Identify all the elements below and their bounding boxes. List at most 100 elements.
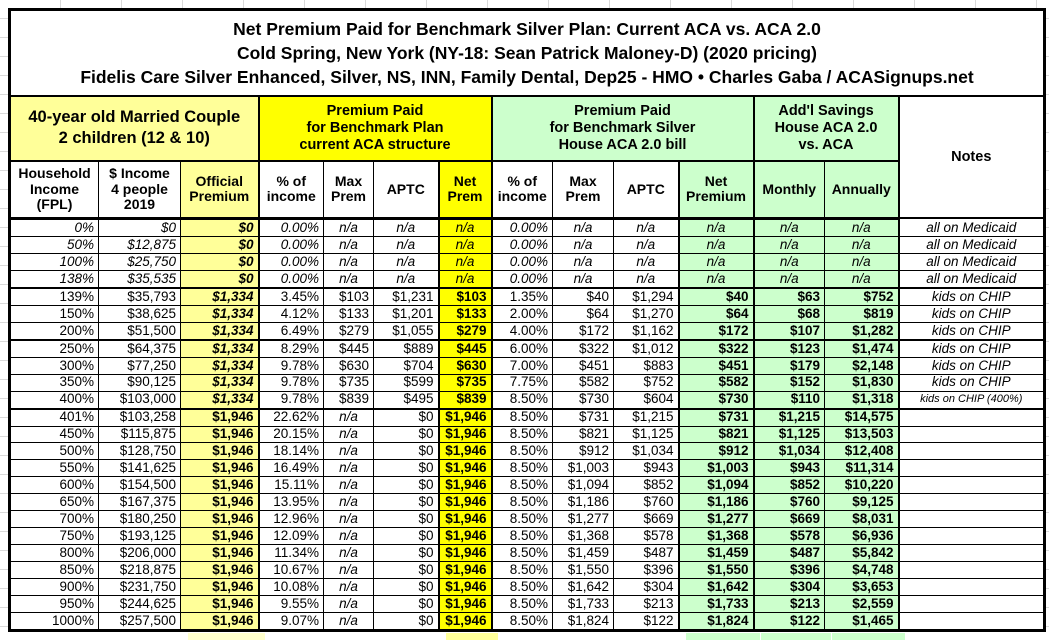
note-cell[interactable]: kids on CHIP	[897, 373, 1046, 392]
savings-annually-cell[interactable]: $10,220	[824, 476, 899, 495]
column-header-monthly[interactable]: Monthly	[752, 160, 825, 220]
aca-net-prem-cell[interactable]: $1,946	[437, 493, 493, 512]
savings-annually-cell[interactable]: n/a	[824, 252, 899, 271]
income-cell[interactable]: $244,625	[98, 594, 181, 613]
savings-annually-cell[interactable]: $1,474	[824, 338, 899, 358]
savings-annually-cell[interactable]: $12,408	[824, 442, 899, 461]
aca2-pct-income-cell[interactable]: 8.50%	[490, 459, 553, 478]
aca2-net-premium-cell[interactable]: $731	[677, 407, 755, 427]
aca2-pct-income-cell[interactable]: 8.50%	[490, 611, 553, 633]
aca2-aptc-cell[interactable]: $396	[613, 561, 679, 579]
aca-net-prem-cell[interactable]: $1,946	[437, 577, 493, 596]
aca2-aptc-cell[interactable]: $213	[613, 594, 679, 613]
aca-aptc-cell[interactable]: $0	[373, 544, 439, 563]
aca2-pct-income-cell[interactable]: 8.50%	[490, 442, 553, 461]
aca2-pct-income-cell[interactable]: 7.00%	[490, 356, 553, 375]
aca2-aptc-cell[interactable]: $578	[613, 527, 679, 546]
aca2-net-premium-cell[interactable]: n/a	[677, 269, 755, 289]
aca-aptc-cell[interactable]: $0	[373, 476, 439, 495]
savings-monthly-cell[interactable]: $487	[752, 544, 825, 563]
aca2-aptc-cell[interactable]: $1,012	[613, 338, 679, 358]
aca2-pct-income-cell[interactable]: 7.75%	[490, 373, 553, 392]
income-cell[interactable]: $12,875	[98, 235, 181, 254]
aca-max-prem-cell[interactable]: n/a	[323, 594, 374, 613]
aca-net-prem-cell[interactable]: n/a	[437, 252, 493, 271]
aca-pct-income-cell[interactable]: 9.07%	[257, 611, 324, 633]
column-header-aca2-max-prem[interactable]: Max Prem	[552, 160, 614, 220]
income-cell[interactable]: $64,375	[98, 338, 181, 358]
note-cell[interactable]: kids on CHIP	[897, 321, 1046, 341]
savings-annually-cell[interactable]: $752	[824, 286, 899, 306]
aca-max-prem-cell[interactable]: n/a	[323, 561, 374, 579]
aca2-pct-income-cell[interactable]: 4.00%	[490, 321, 553, 341]
aca2-max-prem-cell[interactable]: $730	[552, 390, 614, 410]
note-cell[interactable]	[897, 577, 1046, 596]
aca-max-prem-cell[interactable]: n/a	[323, 527, 374, 546]
aca2-net-premium-cell[interactable]: $1,824	[677, 611, 755, 633]
income-cell[interactable]: $218,875	[98, 561, 181, 579]
official-premium-cell[interactable]: $1,946	[180, 476, 259, 495]
savings-monthly-cell[interactable]: $396	[752, 561, 825, 579]
aca-pct-income-cell[interactable]: 0.00%	[257, 269, 324, 289]
aca-max-prem-cell[interactable]: n/a	[323, 493, 374, 512]
aca-pct-income-cell[interactable]: 0.00%	[257, 235, 324, 254]
income-cell[interactable]: $103,258	[98, 407, 181, 427]
savings-monthly-cell[interactable]: $760	[752, 493, 825, 512]
aca-aptc-cell[interactable]: $704	[373, 356, 439, 375]
savings-monthly-cell[interactable]: $1,034	[752, 442, 825, 461]
fpl-cell[interactable]: 100%	[8, 252, 99, 271]
savings-annually-cell[interactable]: $1,282	[824, 321, 899, 341]
aca2-aptc-cell[interactable]: n/a	[613, 217, 679, 237]
note-cell[interactable]: all on Medicaid	[897, 269, 1046, 289]
aca-aptc-cell[interactable]: $495	[373, 390, 439, 410]
aca2-max-prem-cell[interactable]: n/a	[552, 252, 614, 271]
savings-monthly-cell[interactable]: n/a	[752, 269, 825, 289]
aca-net-prem-cell[interactable]: $1,946	[437, 594, 493, 613]
savings-monthly-cell[interactable]: n/a	[752, 235, 825, 254]
aca2-aptc-cell[interactable]: n/a	[613, 252, 679, 271]
aca2-max-prem-cell[interactable]: $40	[552, 286, 614, 306]
aca2-max-prem-cell[interactable]: $731	[552, 407, 614, 427]
aca-aptc-cell[interactable]: n/a	[373, 217, 439, 237]
aca-net-prem-cell[interactable]: $1,946	[437, 459, 493, 478]
aca2-pct-income-cell[interactable]: 8.50%	[490, 594, 553, 613]
aca-max-prem-cell[interactable]: n/a	[323, 442, 374, 461]
fpl-cell[interactable]: 800%	[8, 544, 99, 563]
official-premium-cell[interactable]: $1,946	[180, 577, 259, 596]
aca-max-prem-cell[interactable]: $133	[323, 304, 374, 323]
note-cell[interactable]	[897, 544, 1046, 563]
aca2-max-prem-cell[interactable]: $172	[552, 321, 614, 341]
income-cell[interactable]: $128,750	[98, 442, 181, 461]
aca-max-prem-cell[interactable]: $445	[323, 338, 374, 358]
fpl-cell[interactable]: 50%	[8, 235, 99, 254]
aca-aptc-cell[interactable]: $1,231	[373, 286, 439, 306]
aca-max-prem-cell[interactable]: n/a	[323, 611, 374, 633]
aca2-aptc-cell[interactable]: $1,270	[613, 304, 679, 323]
aca2-pct-income-cell[interactable]: 6.00%	[490, 338, 553, 358]
aca2-pct-income-cell[interactable]: 8.50%	[490, 425, 553, 444]
aca-pct-income-cell[interactable]: 12.96%	[257, 510, 324, 529]
aca-net-prem-cell[interactable]: $1,946	[437, 476, 493, 495]
fpl-cell[interactable]: 750%	[8, 527, 99, 546]
savings-annually-cell[interactable]: n/a	[824, 269, 899, 289]
aca2-max-prem-cell[interactable]: $1,003	[552, 459, 614, 478]
aca2-max-prem-cell[interactable]: n/a	[552, 235, 614, 254]
official-premium-cell[interactable]: $1,334	[180, 286, 259, 306]
fpl-cell[interactable]: 500%	[8, 442, 99, 461]
income-cell[interactable]: $141,625	[98, 459, 181, 478]
aca2-max-prem-cell[interactable]: $1,550	[552, 561, 614, 579]
aca2-max-prem-cell[interactable]: $1,733	[552, 594, 614, 613]
aca2-aptc-cell[interactable]: $487	[613, 544, 679, 563]
aca-pct-income-cell[interactable]: 0.00%	[257, 217, 324, 237]
aca-pct-income-cell[interactable]: 9.78%	[257, 373, 324, 392]
income-cell[interactable]: $206,000	[98, 544, 181, 563]
savings-annually-cell[interactable]: $4,748	[824, 561, 899, 579]
aca-aptc-cell[interactable]: n/a	[373, 235, 439, 254]
savings-annually-cell[interactable]: $5,842	[824, 544, 899, 563]
income-cell[interactable]: $0	[98, 217, 181, 237]
fpl-cell[interactable]: 600%	[8, 476, 99, 495]
income-cell[interactable]: $167,375	[98, 493, 181, 512]
fpl-cell[interactable]: 300%	[8, 356, 99, 375]
savings-monthly-cell[interactable]: $152	[752, 373, 825, 392]
aca2-pct-income-cell[interactable]: 1.35%	[490, 286, 553, 306]
